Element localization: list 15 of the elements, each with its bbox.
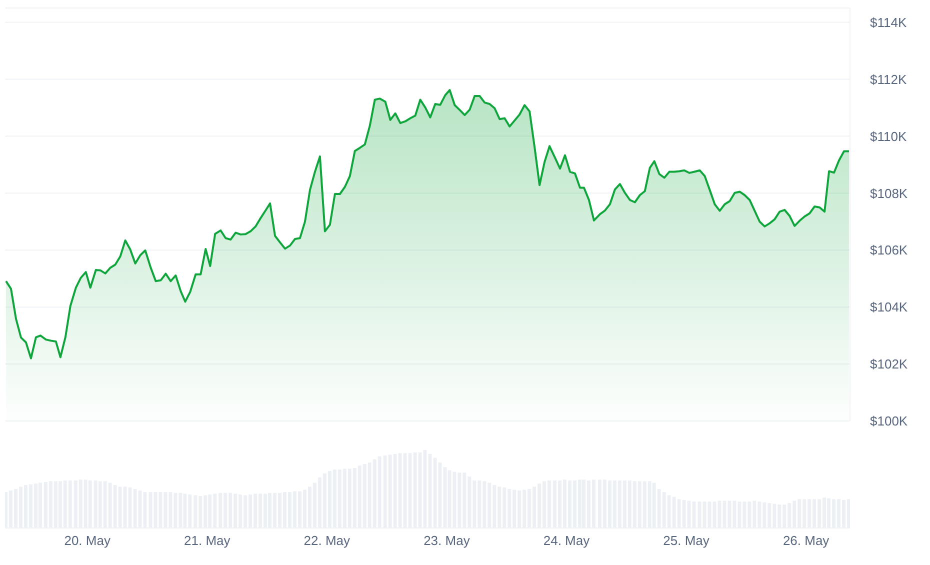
x-tick-label: 24. May [543, 533, 590, 548]
y-tick-label: $108K [870, 186, 908, 201]
x-tick-label: 25. May [663, 533, 710, 548]
y-tick-label: $102K [870, 356, 908, 372]
y-tick-label: $106K [870, 242, 908, 258]
x-tick-label: 23. May [424, 533, 470, 548]
y-tick-label: $104K [870, 300, 908, 315]
x-tick-label: 21. May [184, 533, 231, 548]
x-tick-label: 20. May [64, 533, 111, 548]
x-tick-label: 22. May [304, 533, 351, 548]
x-tick-label: 26. May [782, 533, 830, 548]
y-tick-label: $114K [870, 14, 907, 30]
y-tick-label: $100K [870, 414, 908, 429]
y-tick-label: $110K [870, 128, 907, 144]
y-tick-label: $112K [870, 72, 907, 87]
